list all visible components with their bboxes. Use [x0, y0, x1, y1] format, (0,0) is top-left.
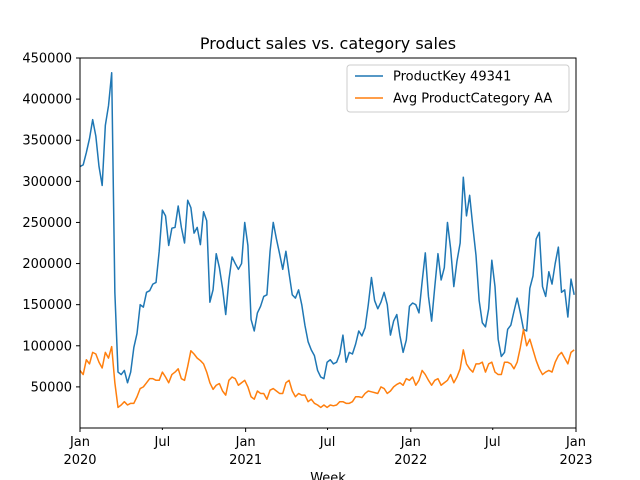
- x-tick-year-label: 2020: [63, 453, 96, 468]
- x-tick-year-label: 2023: [559, 453, 592, 468]
- x-tick-label: Jan: [69, 435, 90, 450]
- legend: ProductKey 49341 Avg ProductCategory AA: [346, 64, 570, 113]
- y-tick-label: 450000: [22, 52, 72, 67]
- y-tick-label: 150000: [22, 298, 72, 313]
- series-layer: [79, 72, 575, 409]
- x-tick-label: Jan: [235, 435, 256, 450]
- y-tick-label: 400000: [22, 93, 72, 108]
- y-tick-label: 250000: [22, 216, 72, 231]
- x-tick-label: Jul: [154, 435, 171, 450]
- y-tick-label: 100000: [22, 339, 72, 354]
- legend-label-2: Avg ProductCategory AA: [393, 92, 552, 107]
- x-tick-label: Jan: [400, 435, 421, 450]
- series-line-1: [79, 72, 575, 384]
- legend-box: [346, 64, 570, 113]
- y-tick-label: 350000: [22, 134, 72, 149]
- x-axis: Jan 2020 Jan 2021 Jan 2022 Jan 2023 Jul Jul Jul: [63, 428, 593, 468]
- x-tick-label: Jul: [484, 435, 501, 450]
- x-tick-label: Jul: [319, 435, 336, 450]
- y-tick-label: 300000: [22, 175, 72, 190]
- chart-title: Product sales vs. category sales: [200, 34, 456, 53]
- y-tick-label: 200000: [22, 257, 72, 272]
- x-axis-label: Week: [310, 471, 346, 480]
- x-tick-year-label: 2022: [394, 453, 427, 468]
- legend-label-1: ProductKey 49341: [393, 70, 511, 85]
- y-axis: 50000 100000 150000 200000 250000 300000 35000…: [22, 52, 80, 395]
- x-tick-label: Jan: [565, 435, 586, 450]
- y-tick-label: 50000: [31, 380, 72, 395]
- x-tick-year-label: 2021: [229, 453, 262, 468]
- series-line-2: [79, 328, 575, 409]
